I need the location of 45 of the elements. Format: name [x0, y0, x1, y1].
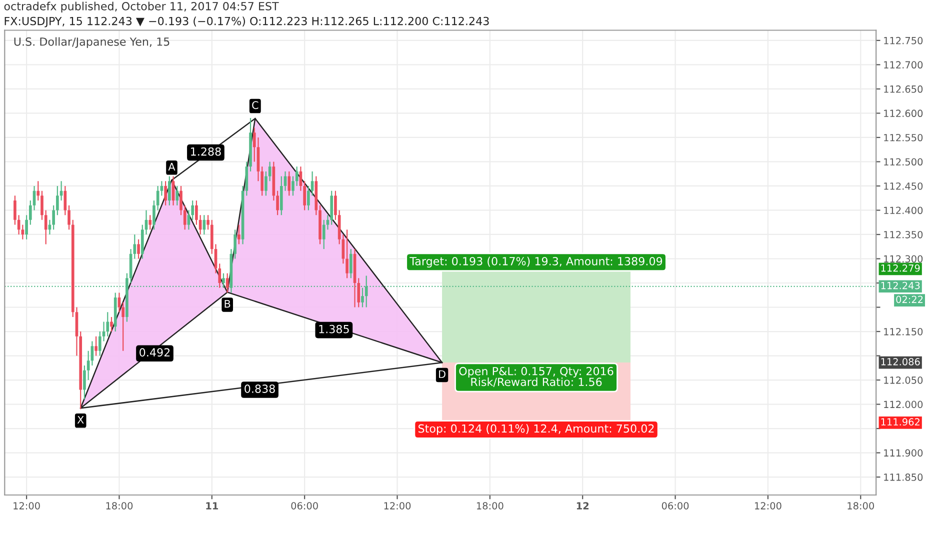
y-tick-label: 111.850	[884, 474, 923, 481]
x-tick-label: 06:00	[291, 502, 318, 510]
text: 02:22	[896, 296, 923, 304]
x-tick-label: 11	[206, 502, 218, 510]
ref-line-label: 112.243	[881, 282, 920, 290]
x-tick-label: 12:00	[755, 502, 782, 510]
annotation: 0.492	[140, 348, 170, 357]
y-tick-label: 112.050	[884, 376, 923, 384]
y-tick-label: 112.650	[884, 85, 923, 93]
annotation: 0.838	[244, 384, 275, 393]
chart-subtitle: FX:USDJPY, 15 112.243 ▼ −0.193 (−0.17%) O:112.223 H:112.265 L:112.200 C:112.243	[4, 16, 489, 28]
y-tick-label: 112.750	[884, 36, 923, 44]
y-tick-label: 112.550	[884, 134, 923, 142]
annotation: Target: 0.193 (0.17%) 19.3, Amount: 1389.09	[410, 256, 662, 268]
x-tick-label: 18:00	[848, 502, 874, 510]
annotation: Stop: 0.124 (0.11%) 12.4, Amount: 750.02	[418, 424, 654, 435]
annotation: C	[252, 101, 258, 110]
annotation: B	[224, 300, 230, 308]
annotation: Open P&L: 0.157, Qty: 2016 Risk/Reward Ratio: 1.56	[459, 366, 614, 387]
annotation: A	[168, 162, 176, 171]
text: octradefx published, October 11, 2017 04:57 EST	[4, 2, 279, 13]
text: 111.962	[881, 418, 920, 426]
y-tick-label: 112.450	[884, 182, 923, 190]
text: 112.086	[881, 358, 920, 366]
annotation: X	[77, 416, 84, 424]
y-tick-label: 111.900	[884, 449, 923, 457]
text: 112.279	[881, 264, 920, 272]
y-tick-label: 112.150	[884, 328, 923, 336]
y-tick-label: 112.000	[884, 400, 923, 408]
x-tick-label: 12	[576, 502, 589, 510]
text: U.S. Dollar/Japanese Yen, 15	[14, 37, 170, 48]
y-tick-label: 112.400	[884, 206, 923, 214]
y-tick-label: 112.300	[884, 255, 923, 263]
y-tick-label: 112.700	[884, 61, 923, 69]
x-tick-label: 12:00	[14, 502, 40, 510]
annotation: 1.385	[319, 324, 349, 334]
annotation: D	[439, 370, 446, 378]
y-tick-label: 112.600	[884, 110, 923, 118]
y-tick-label: 112.350	[884, 230, 923, 238]
x-tick-label: 06:00	[662, 502, 689, 510]
x-tick-label: 18:00	[106, 502, 133, 510]
x-tick-label: 12:00	[384, 502, 411, 510]
annotation: 1.288	[191, 147, 221, 156]
y-tick-label: 112.500	[884, 158, 923, 166]
x-tick-label: 18:00	[476, 502, 504, 510]
